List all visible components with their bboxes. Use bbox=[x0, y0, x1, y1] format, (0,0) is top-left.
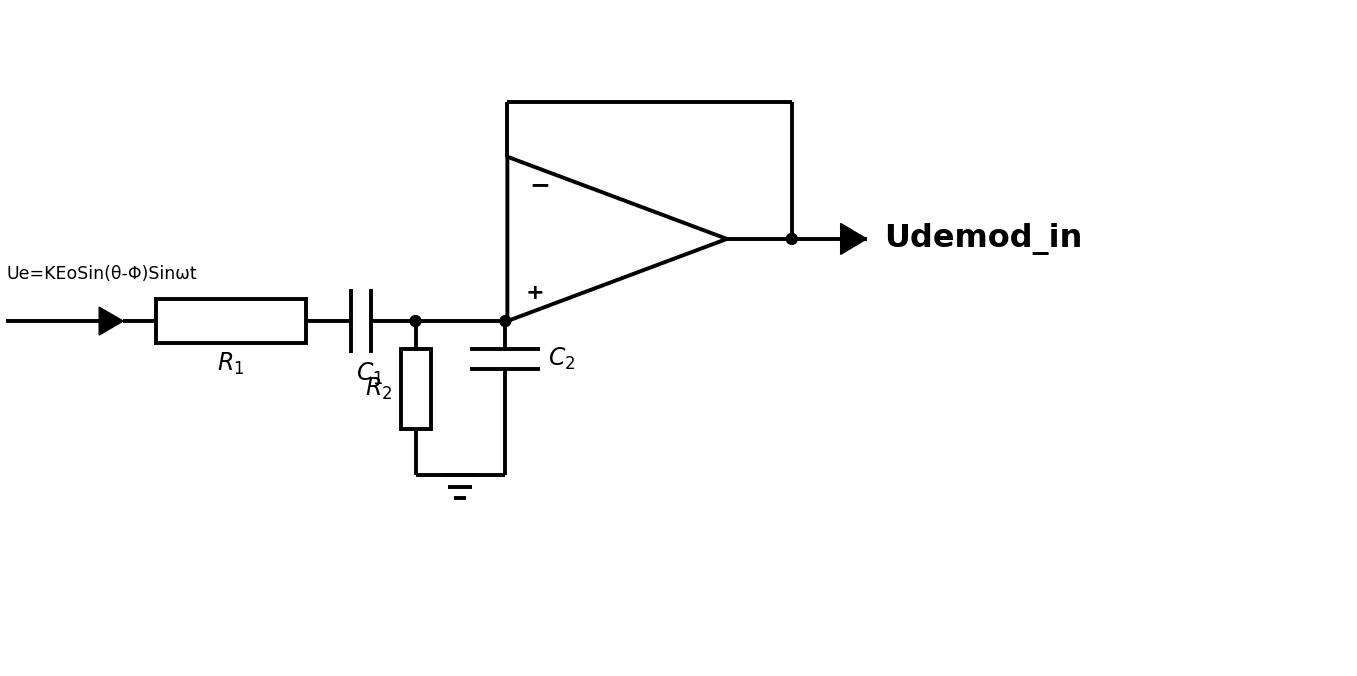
Text: Udemod_in: Udemod_in bbox=[885, 223, 1083, 255]
Text: +: + bbox=[525, 283, 544, 303]
Text: $R_2$: $R_2$ bbox=[365, 376, 392, 402]
Text: $C_2$: $C_2$ bbox=[548, 346, 575, 372]
Text: $C_1$: $C_1$ bbox=[356, 361, 383, 387]
Circle shape bbox=[786, 233, 798, 245]
Polygon shape bbox=[841, 224, 867, 254]
Bar bbox=[400, 349, 430, 429]
Text: Ue=KEoSin(θ-Φ)Sinωt: Ue=KEoSin(θ-Φ)Sinωt bbox=[7, 265, 197, 283]
Text: −: − bbox=[529, 172, 551, 197]
Polygon shape bbox=[99, 307, 123, 335]
Circle shape bbox=[410, 316, 421, 327]
Text: $R_1$: $R_1$ bbox=[217, 351, 244, 377]
Polygon shape bbox=[508, 157, 727, 321]
Circle shape bbox=[499, 316, 510, 327]
Bar bbox=[156, 299, 305, 343]
